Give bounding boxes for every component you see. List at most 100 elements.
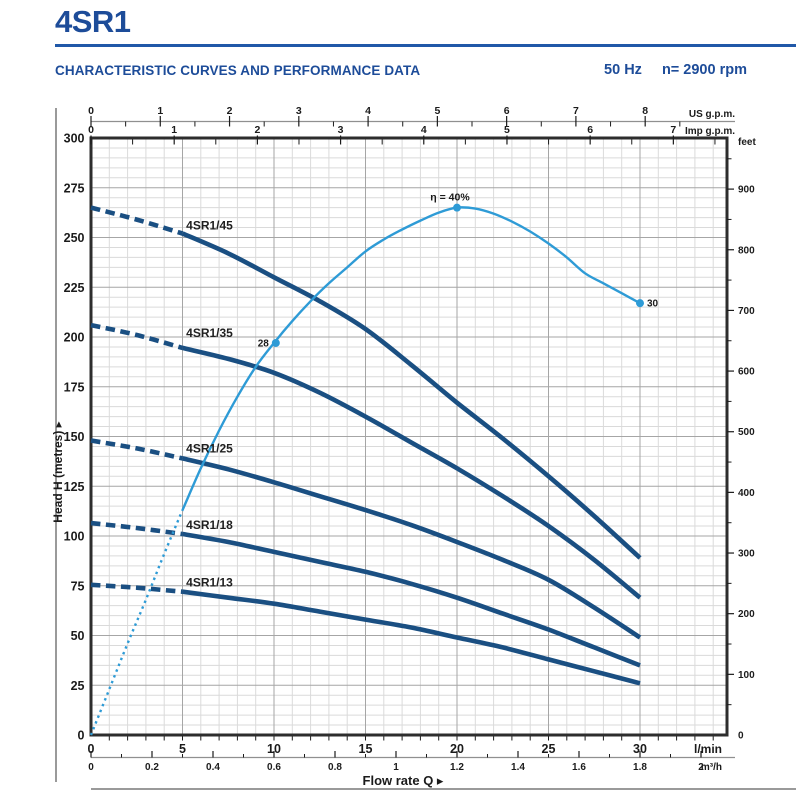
- figure-title: CHARACTERISTIC CURVES AND PERFORMANCE DA…: [55, 63, 421, 78]
- lmin-tick-label: 30: [633, 742, 647, 756]
- top-axes: 0 1 2 3 4 5 6 7 8 US g.p.m.0 1 2 3 4 5 6 7 Imp g.p.m.: [88, 105, 735, 145]
- imp-gpm-tick-label: 2: [254, 124, 260, 136]
- head-tick-label: 225: [64, 281, 85, 295]
- imp-gpm-tick-label: 6: [587, 124, 593, 136]
- m3h-tick-label: 1.4: [511, 762, 525, 773]
- curve-dashed-4SR1-13: [90, 582, 183, 594]
- imp-gpm-tick-label: 0: [88, 124, 94, 136]
- curve-solid-4SR1-25: [181, 456, 642, 640]
- curve-solid-4SR1-35: [181, 345, 642, 600]
- imp-gpm-tick-label: 7: [670, 124, 676, 136]
- m3h-tick-label: 0.4: [206, 762, 220, 773]
- m3h-tick-label: 0.6: [267, 762, 281, 773]
- curve-solid-4SR1-18: [182, 531, 641, 668]
- us-gpm-tick-label: 2: [227, 105, 233, 117]
- feet-tick-label: 900: [738, 185, 755, 196]
- page-title: 4SR1: [55, 4, 131, 39]
- curve-solid-4SR1-13: [182, 589, 641, 686]
- us-gpm-tick-label: 8: [642, 105, 648, 117]
- head-tick-label: 125: [64, 480, 85, 494]
- head-tick-label: 25: [71, 679, 85, 693]
- curve-label-4SR1-45: 4SR1/45: [186, 219, 233, 233]
- efficiency-annotation: 30: [647, 299, 659, 310]
- curve-dashed-4SR1-25: [90, 438, 184, 461]
- imp-gpm-tick-label: 4: [421, 124, 427, 136]
- feet-tick-label: 600: [738, 367, 755, 378]
- imp-gpm-tick-label: 3: [338, 124, 344, 136]
- curve-solid-4SR1-45: [181, 231, 642, 560]
- m3h-tick-label: 1: [393, 762, 399, 773]
- us-gpm-tick-label: 6: [504, 105, 510, 117]
- efficiency-curve: 28 η = 40% 30: [89, 192, 659, 736]
- curve-dashed-4SR1-45: [90, 205, 184, 236]
- feet-axis: feet 0 100 200 300 400 500 600 700 800 900: [727, 137, 756, 742]
- m3h-tick-label: 0.2: [145, 762, 159, 773]
- head-tick-label: 175: [64, 380, 85, 394]
- feet-tick-label: 300: [738, 549, 755, 560]
- us-gpm-unit-label: US g.p.m.: [689, 109, 735, 120]
- lmin-tick-label: 25: [542, 742, 556, 756]
- m3h-tick-label: 1.8: [633, 762, 647, 773]
- us-gpm-tick-label: 7: [573, 105, 579, 117]
- curve-label-4SR1-25: 4SR1/25: [186, 441, 233, 455]
- efficiency-solid: [181, 206, 641, 511]
- us-gpm-tick-label: 1: [157, 105, 163, 117]
- figure-bottom-border: [91, 788, 796, 790]
- feet-tick-label: 200: [738, 609, 755, 620]
- m3h-unit-label: m³/h: [701, 762, 722, 773]
- bottom-axes: 0 5 10 15 20 25 30 l/min 0 0.2 0.4 0.6 0.8 1 1.2 1.4 1.6…: [88, 736, 735, 788]
- efficiency-marker: [453, 203, 461, 212]
- feet-tick-label: 100: [738, 670, 755, 681]
- curve-dashed-4SR1-18: [90, 520, 183, 537]
- efficiency-annotation: η = 40%: [430, 192, 470, 204]
- us-gpm-tick-label: 0: [88, 105, 94, 117]
- curve-label-4SR1-18: 4SR1/18: [186, 518, 233, 532]
- imp-gpm-unit-label: Imp g.p.m.: [685, 126, 735, 137]
- curve-label-4SR1-13: 4SR1/13: [186, 576, 233, 590]
- curve-dashed-4SR1-35: [90, 322, 184, 351]
- us-gpm-tick-label: 5: [434, 105, 440, 117]
- imp-gpm-tick-label: 5: [504, 124, 510, 136]
- head-axis-title: Head H (metres) ▸: [51, 421, 65, 522]
- efficiency-dotted: [89, 509, 184, 736]
- head-tick-label: 250: [64, 231, 85, 245]
- figure-left-border: [55, 108, 57, 782]
- m3h-tick-label: 1.6: [572, 762, 586, 773]
- plot-frame: [89, 136, 729, 737]
- us-gpm-tick-label: 3: [296, 105, 302, 117]
- imp-gpm-tick-label: 1: [171, 124, 177, 136]
- head-tick-label: 300: [64, 132, 85, 146]
- frequency-value: 50 Hz: [604, 62, 642, 78]
- head-tick-label: 0: [78, 729, 85, 743]
- lmin-tick-label: 20: [450, 742, 464, 756]
- curve-labels: 4SR1/45 4SR1/35 4SR1/25 4SR1/18 4SR1/13: [186, 219, 233, 590]
- head-tick-label: 75: [71, 579, 85, 593]
- m3h-tick-label: 0: [88, 762, 94, 773]
- head-tick-label: 50: [71, 629, 85, 643]
- feet-tick-label: 800: [738, 245, 755, 256]
- m3h-tick-label: 2: [698, 762, 704, 773]
- head-tick-label: 100: [64, 530, 85, 544]
- feet-tick-label: 400: [738, 488, 755, 499]
- head-axis: 0 25 50 75 100 125 150 175 200 225 250 275 300 Head H…: [51, 132, 85, 743]
- pump-curves: [90, 205, 642, 686]
- lmin-tick-label: 5: [179, 742, 186, 756]
- lmin-tick-label: 10: [267, 742, 281, 756]
- feet-unit-label: feet: [738, 137, 756, 148]
- m3h-tick-label: 1.2: [450, 762, 464, 773]
- feet-tick-label: 500: [738, 427, 755, 438]
- feet-tick-label: 0: [738, 731, 744, 742]
- head-tick-label: 275: [64, 181, 85, 195]
- feet-tick-label: 700: [738, 306, 755, 317]
- curve-label-4SR1-35: 4SR1/35: [186, 326, 233, 340]
- efficiency-annotation: 28: [258, 338, 270, 349]
- lmin-tick-label: 0: [88, 742, 95, 756]
- m3h-tick-label: 0.8: [328, 762, 342, 773]
- efficiency-marker: [636, 299, 644, 308]
- lmin-tick-label: 15: [359, 742, 373, 756]
- us-gpm-tick-label: 4: [365, 105, 371, 117]
- efficiency-marker: [271, 338, 280, 347]
- head-tick-label: 200: [64, 331, 85, 345]
- lmin-unit-label: l/min: [694, 742, 722, 756]
